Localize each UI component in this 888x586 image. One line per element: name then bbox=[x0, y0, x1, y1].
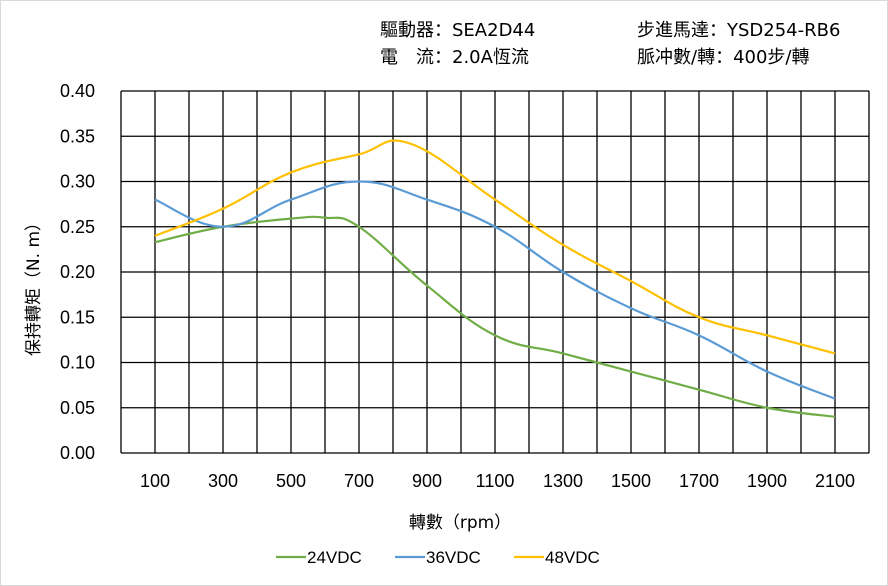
y-tick-label: 0.35 bbox=[60, 126, 95, 146]
current-label: 電 流：2.0A恆流 bbox=[380, 47, 529, 68]
series-line-36VDC bbox=[154, 180, 836, 400]
x-tick-label: 1700 bbox=[679, 471, 719, 491]
x-tick-label: 2100 bbox=[815, 471, 855, 491]
legend-label-36VDC: 36VDC bbox=[426, 548, 481, 567]
x-tick-label: 1300 bbox=[543, 471, 583, 491]
y-tick-label: 0.25 bbox=[60, 217, 95, 237]
y-tick-label: 0.05 bbox=[60, 398, 95, 418]
pulses-label: 脈冲數/轉：400步/轉 bbox=[637, 47, 810, 68]
x-axis-label: 轉數（rpm） bbox=[409, 513, 511, 533]
x-tick-label: 100 bbox=[140, 471, 170, 491]
x-tick-label: 1900 bbox=[747, 471, 787, 491]
series-line-24VDC bbox=[154, 215, 836, 418]
x-tick-label: 900 bbox=[412, 471, 442, 491]
driver-label: 驅動器：SEA2D44 bbox=[380, 20, 536, 41]
x-tick-label: 700 bbox=[344, 471, 374, 491]
y-tick-label: 0.15 bbox=[60, 307, 95, 327]
y-tick-label: 0.30 bbox=[60, 172, 95, 192]
y-tick-label: 0.10 bbox=[60, 353, 95, 373]
y-tick-label: 0.00 bbox=[60, 443, 95, 463]
x-tick-label: 500 bbox=[276, 471, 306, 491]
y-axis-label: 保持轉矩（N. m） bbox=[24, 214, 44, 356]
series-line-48VDC bbox=[154, 139, 836, 355]
x-tick-label: 1500 bbox=[611, 471, 651, 491]
motor-label: 步進馬達：YSD254-RB6 bbox=[637, 20, 841, 41]
y-tick-label: 0.40 bbox=[60, 81, 95, 101]
legend-label-48VDC: 48VDC bbox=[545, 548, 600, 567]
x-tick-label: 300 bbox=[208, 471, 238, 491]
x-tick-label: 1100 bbox=[476, 471, 515, 491]
legend-label-24VDC: 24VDC bbox=[307, 548, 362, 567]
y-tick-label: 0.20 bbox=[60, 262, 95, 282]
